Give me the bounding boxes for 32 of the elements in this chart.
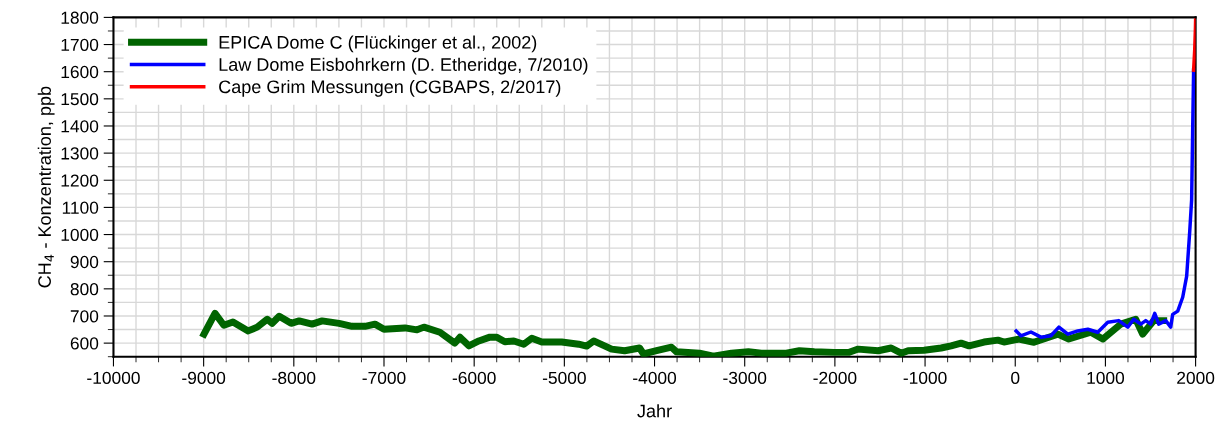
x-tick-label: -9000 — [182, 371, 226, 385]
x-tick-label: 1000 — [1087, 371, 1125, 385]
y-tick-label: 1000 — [61, 228, 99, 242]
x-tick-label: -2000 — [813, 371, 857, 385]
y-tick-label: 1200 — [61, 174, 99, 187]
line-series — [1191, 18, 1196, 72]
y-tick-label: 1700 — [61, 38, 99, 52]
y-tick-label: 1300 — [61, 147, 99, 160]
legend-label: EPICA Dome C (Flückinger et al., 2002) — [219, 35, 537, 53]
x-tick-label: -1000 — [903, 371, 947, 385]
x-tick-label: 2000 — [1177, 371, 1215, 385]
y-tick-label: 1400 — [61, 120, 99, 133]
legend-label: Cape Grim Messungen (CGBAPS, 2/2017) — [219, 79, 561, 97]
x-tick-label: -6000 — [452, 371, 496, 385]
y-tick-label: 1500 — [61, 93, 99, 106]
y-tick-label: 800 — [70, 283, 99, 296]
y-tick-label: 1600 — [61, 65, 99, 79]
x-tick-label: -4000 — [633, 371, 677, 385]
x-tick-label: -8000 — [272, 371, 316, 385]
x-tick-label: 0 — [1011, 371, 1020, 385]
x-tick-label: -10000 — [87, 371, 140, 385]
x-tick-label: -3000 — [723, 371, 767, 385]
legend-label: Law Dome Eisbohrkern (D. Etheridge, 7/2010) — [219, 57, 588, 75]
x-tick-label: -7000 — [362, 371, 406, 385]
y-tick-label: 1100 — [62, 201, 99, 214]
y-tick-label: 900 — [70, 255, 99, 269]
y-axis-title: CH$_{4}$ - Konzentration, ppb — [37, 86, 55, 288]
x-axis-title: Jahr — [637, 404, 672, 418]
y-tick-label: 700 — [70, 310, 99, 323]
y-tick-label: 1800 — [61, 11, 99, 24]
y-tick-label: 600 — [70, 337, 99, 350]
x-tick-label: -5000 — [542, 371, 586, 385]
